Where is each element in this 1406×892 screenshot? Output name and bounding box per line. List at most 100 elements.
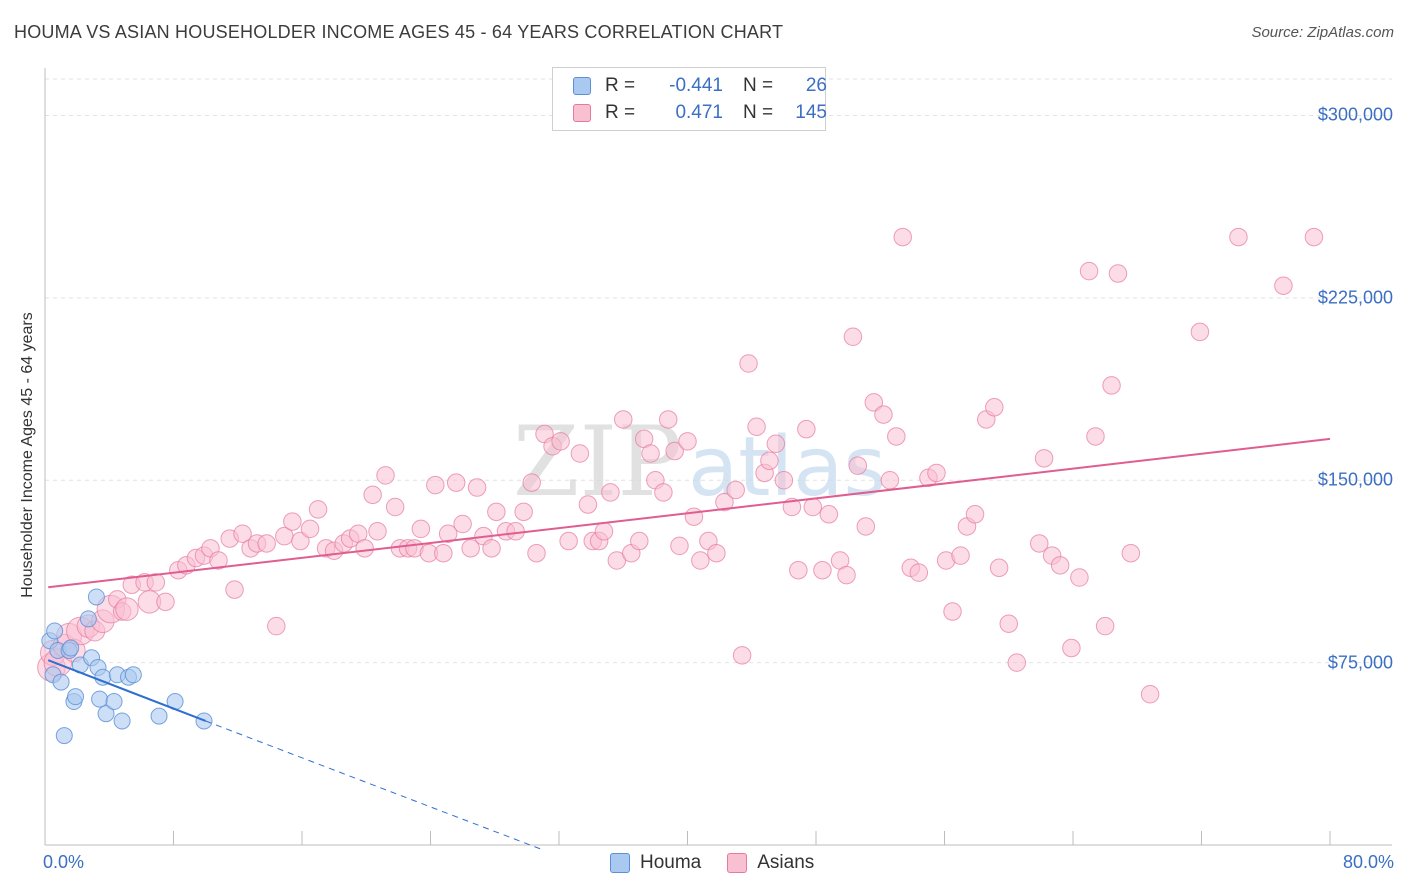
asians-point: [985, 398, 1004, 417]
asians-point: [1070, 568, 1089, 587]
asians-point: [909, 563, 929, 582]
houma-point: [52, 673, 70, 691]
asians-point: [774, 470, 794, 490]
asians-point: [233, 524, 252, 543]
asians-point: [570, 444, 590, 463]
asians-point: [726, 480, 745, 500]
asians-point: [601, 483, 620, 502]
houma-point: [150, 707, 168, 725]
source-label: Source: ZipAtlas.com: [1251, 24, 1394, 41]
asians-point: [747, 417, 766, 436]
asians-point: [434, 543, 453, 563]
asians-point: [1095, 616, 1115, 636]
asians-point: [291, 531, 310, 551]
asians-point: [691, 551, 710, 570]
asians-point: [665, 441, 684, 461]
asians-point: [482, 539, 501, 558]
asians-point: [1140, 684, 1160, 704]
asians-point: [1102, 376, 1121, 395]
asians-point: [156, 592, 175, 612]
asians-point: [1050, 556, 1070, 575]
asians-point: [1274, 276, 1293, 295]
houma-point: [79, 610, 97, 628]
asians-point: [893, 227, 912, 247]
asians-point: [559, 531, 578, 551]
asians-point: [300, 519, 320, 539]
asians-point: [654, 483, 673, 502]
legend-label-asians: Asians: [757, 852, 815, 873]
houma-point: [124, 666, 142, 684]
legend-n-value: 145: [795, 102, 827, 123]
y-tick-label: $225,000: [1317, 287, 1393, 308]
legend-r-value: -0.441: [669, 75, 723, 96]
y-tick-label: $300,000: [1317, 104, 1393, 125]
asians-point: [308, 500, 328, 519]
asians-point: [658, 410, 678, 429]
legend-row-asians: R = 0.471 N = 145: [573, 101, 827, 125]
asians-point: [453, 514, 472, 534]
asians-point: [819, 505, 839, 524]
houma-trend-line: [47, 659, 206, 722]
asians-point: [115, 597, 139, 621]
houma-point: [105, 693, 123, 711]
asians-point: [438, 524, 458, 543]
x-tick-max: 80.0%: [1342, 852, 1394, 872]
asians-point: [411, 519, 431, 539]
asians-point: [1190, 322, 1210, 342]
legend-item-asians[interactable]: Asians: [727, 852, 814, 874]
asians-point: [1121, 543, 1141, 563]
legend-n-label: N =: [743, 102, 774, 123]
asians-point: [766, 434, 786, 454]
houma-point: [55, 727, 73, 745]
legend-n-label: N =: [743, 75, 774, 96]
asians-point: [1007, 653, 1027, 672]
asians-point: [843, 327, 863, 347]
houma-point: [91, 690, 109, 708]
houma-point: [62, 639, 80, 657]
asians-point: [874, 405, 893, 424]
asians-point: [522, 473, 541, 492]
houma-point: [113, 712, 131, 730]
asians-point: [630, 531, 649, 551]
asians-point: [1030, 534, 1049, 553]
correlation-legend: R = -0.441 N = 26 R = 0.471 N = 145: [552, 67, 827, 131]
legend-row-houma: R = -0.441 N = 26: [573, 74, 827, 98]
legend-swatch-houma: [610, 853, 630, 873]
legend-swatch-asians: [573, 104, 591, 122]
asians-point: [999, 614, 1018, 633]
series-legend: Houma Asians: [610, 852, 840, 874]
x-tick-min: 0.0%: [43, 852, 85, 872]
legend-r-value: 0.471: [675, 102, 723, 123]
asians-point: [951, 546, 970, 565]
gridlines: [45, 78, 1392, 664]
asians-point: [446, 473, 466, 492]
asians-point: [363, 485, 382, 505]
legend-item-houma[interactable]: Houma: [610, 852, 701, 874]
asians-point: [848, 456, 868, 475]
legend-label-houma: Houma: [640, 852, 702, 873]
asians-point: [1086, 427, 1105, 446]
asians-point: [684, 507, 704, 526]
asians-point: [641, 444, 660, 463]
houma-trend-extension: [205, 720, 544, 851]
asians-trend-line: [48, 437, 1331, 589]
asians-point: [670, 536, 689, 556]
asians-point: [813, 560, 832, 580]
legend-r-label: R =: [605, 102, 636, 123]
asians-point: [880, 470, 900, 490]
legend-swatch-asians: [727, 853, 748, 873]
houma-point: [67, 688, 85, 706]
asians-point: [1062, 638, 1081, 658]
asians-point: [1034, 449, 1054, 468]
asians-point: [1108, 264, 1128, 283]
houma-point: [87, 588, 105, 606]
asians-point: [467, 478, 487, 497]
asians-point: [355, 539, 374, 558]
asians-point: [426, 475, 445, 495]
asians-point: [678, 432, 697, 451]
houma-point: [97, 705, 115, 723]
asians-point: [707, 543, 726, 563]
y-tick-label: $150,000: [1317, 469, 1393, 490]
asians-point: [551, 432, 570, 451]
